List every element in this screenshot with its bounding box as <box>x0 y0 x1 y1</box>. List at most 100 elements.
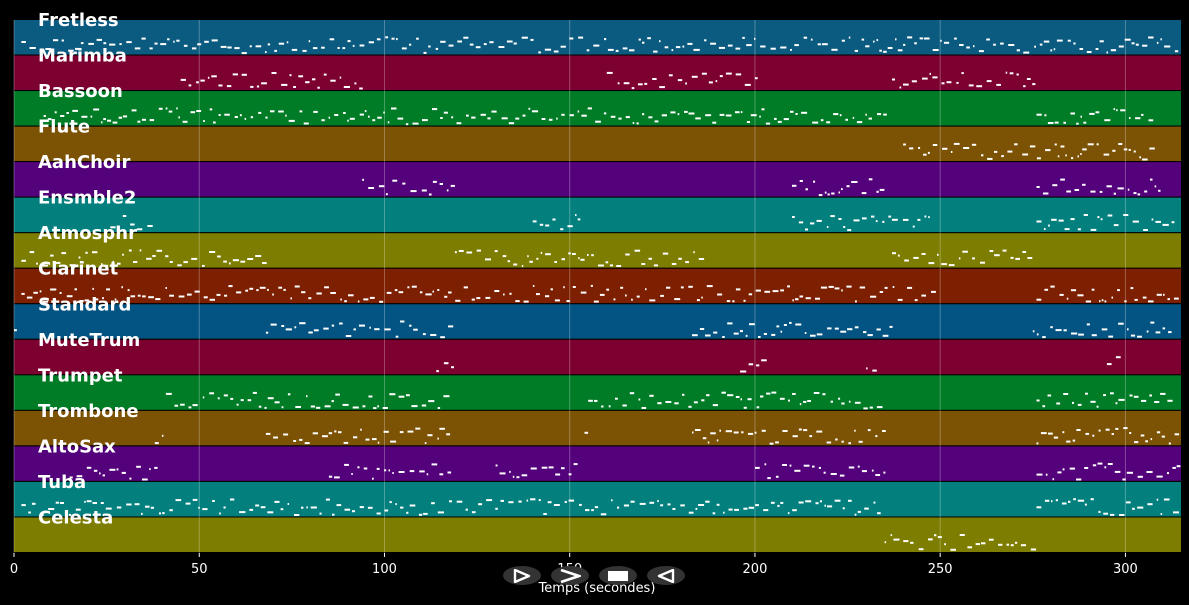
track-label: Bassoon <box>38 81 123 102</box>
note-mark <box>642 113 645 116</box>
note-mark <box>1079 48 1084 50</box>
note-mark <box>261 82 267 85</box>
note-mark <box>422 333 426 336</box>
note-mark <box>735 73 742 76</box>
note-mark <box>852 116 855 119</box>
note-mark <box>290 297 292 300</box>
note-mark <box>966 46 970 49</box>
note-mark <box>345 335 352 337</box>
note-mark <box>53 39 59 42</box>
play-button[interactable] <box>503 566 541 585</box>
note-mark <box>580 291 587 294</box>
note-mark <box>391 107 397 110</box>
note-mark <box>754 77 758 80</box>
note-mark <box>699 328 705 330</box>
note-mark <box>509 292 512 295</box>
note-mark <box>1140 434 1145 437</box>
note-mark <box>871 469 874 472</box>
note-mark <box>568 473 572 476</box>
note-mark <box>1147 503 1153 506</box>
note-mark <box>1045 149 1051 152</box>
note-mark <box>241 52 247 55</box>
note-mark <box>1149 394 1152 397</box>
note-mark <box>1029 145 1036 148</box>
note-mark <box>545 253 551 256</box>
note-mark <box>1089 112 1095 115</box>
note-mark <box>875 474 881 476</box>
note-mark <box>719 75 723 78</box>
previous-button[interactable] <box>647 566 685 585</box>
note-mark <box>631 298 633 301</box>
note-mark <box>302 49 307 52</box>
note-mark <box>717 293 723 296</box>
note-mark <box>1051 218 1057 221</box>
note-mark <box>176 39 180 42</box>
note-mark <box>232 73 238 76</box>
note-mark <box>895 38 897 41</box>
note-mark <box>884 541 887 544</box>
note-mark <box>1106 185 1112 188</box>
note-mark <box>674 402 679 405</box>
note-mark <box>554 299 560 302</box>
note-mark <box>68 513 72 516</box>
note-mark <box>554 261 557 263</box>
note-mark <box>308 40 311 43</box>
note-mark <box>136 228 143 231</box>
note-mark <box>116 229 121 232</box>
note-mark <box>234 116 238 118</box>
note-mark <box>161 434 164 437</box>
note-mark <box>359 506 364 509</box>
note-mark <box>1036 506 1042 509</box>
note-mark <box>1128 148 1131 151</box>
note-mark <box>1115 356 1121 359</box>
note-mark <box>848 466 855 469</box>
note-mark <box>78 256 81 259</box>
note-mark <box>794 44 799 47</box>
note-mark <box>758 336 761 338</box>
note-mark <box>134 47 141 50</box>
note-mark <box>713 331 718 334</box>
note-mark <box>616 265 622 267</box>
note-mark <box>321 119 325 122</box>
note-mark <box>209 298 215 301</box>
note-mark <box>620 286 624 289</box>
note-mark <box>321 46 325 49</box>
next-button[interactable] <box>551 566 589 585</box>
note-mark <box>301 291 306 294</box>
note-mark <box>389 393 396 396</box>
note-mark <box>807 400 811 402</box>
track-band <box>14 91 1181 126</box>
track-label: Flute <box>38 117 90 138</box>
note-mark <box>401 47 407 50</box>
note-mark <box>283 288 286 291</box>
note-mark <box>815 297 820 300</box>
note-mark <box>903 83 909 86</box>
note-mark <box>130 223 135 226</box>
note-mark <box>772 290 779 293</box>
note-mark <box>1076 429 1081 431</box>
note-mark <box>419 291 423 294</box>
note-mark <box>678 257 682 260</box>
note-mark <box>1176 465 1181 468</box>
note-mark <box>1044 288 1049 291</box>
note-mark <box>670 111 676 114</box>
stop-button[interactable] <box>599 566 637 585</box>
note-mark <box>372 438 377 441</box>
note-mark <box>1068 500 1071 503</box>
note-mark <box>241 73 247 76</box>
note-mark <box>391 37 395 40</box>
note-mark <box>803 429 808 432</box>
note-mark <box>1150 438 1153 441</box>
note-mark <box>377 116 382 119</box>
note-mark <box>372 119 376 122</box>
note-mark <box>281 406 284 409</box>
note-mark <box>1055 499 1058 502</box>
note-mark <box>705 334 711 337</box>
note-mark <box>270 323 277 326</box>
note-mark <box>841 289 843 292</box>
note-mark <box>937 536 942 539</box>
note-mark <box>1008 44 1015 46</box>
note-mark <box>1092 464 1097 467</box>
note-mark <box>1050 326 1053 329</box>
note-mark <box>774 117 777 120</box>
